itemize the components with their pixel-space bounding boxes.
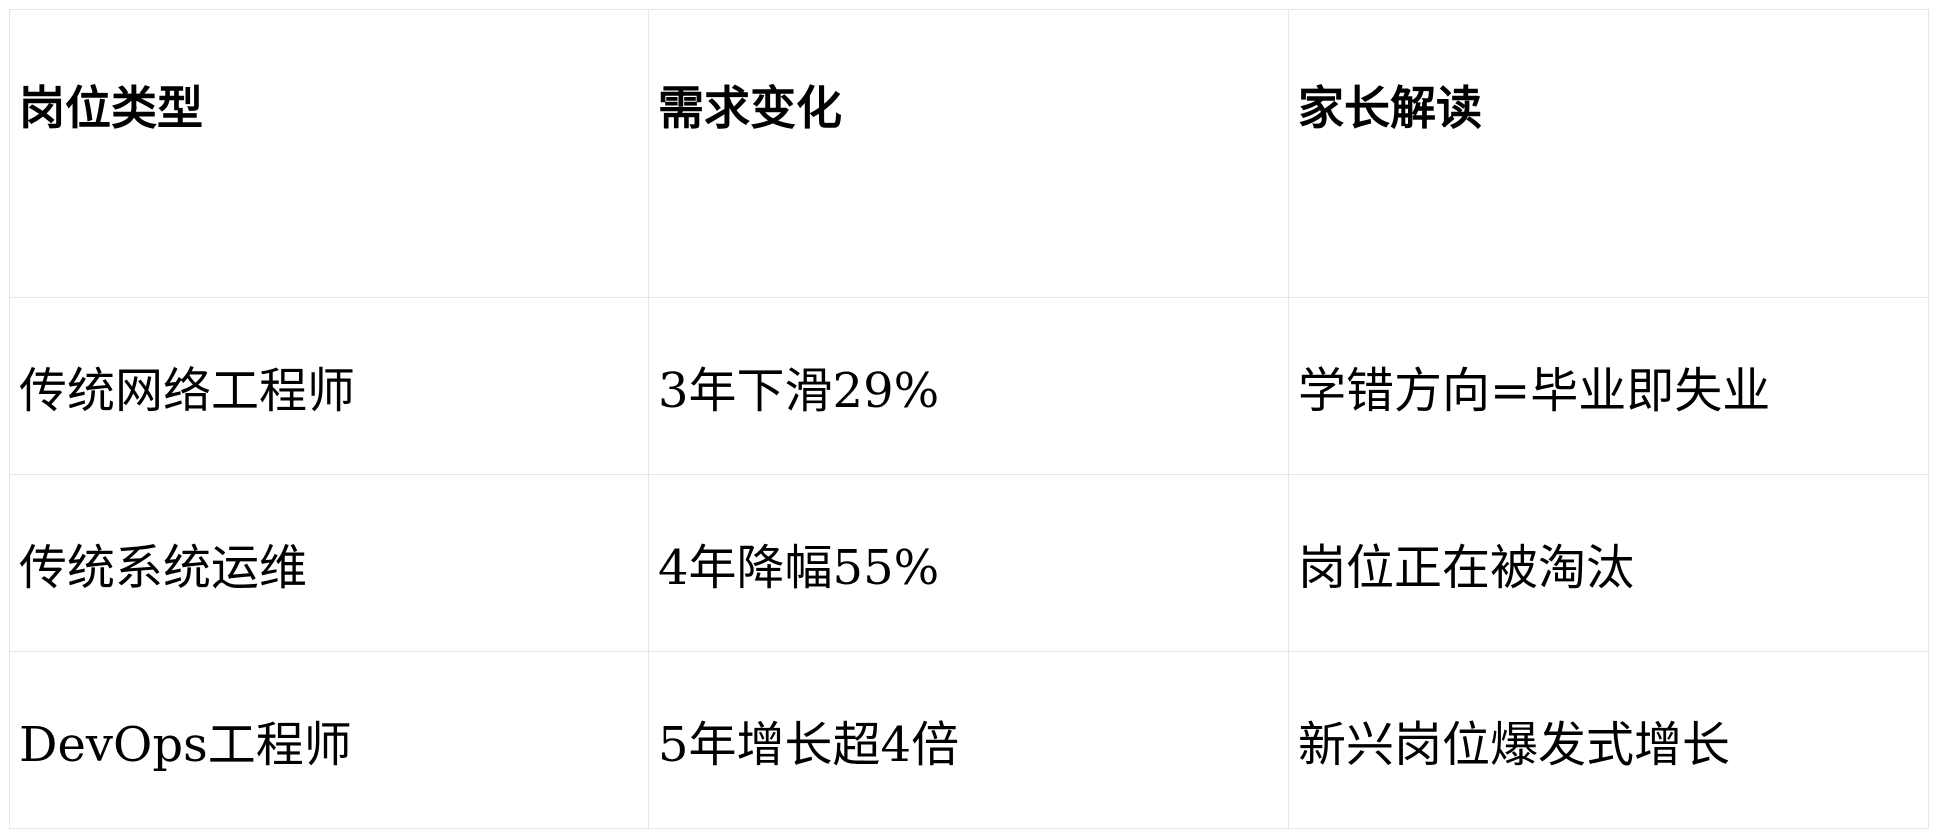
job-demand-table: 岗位类型 需求变化 家长解读 传统网络工程师 3年下滑29% 学错方向=毕业即失… <box>9 9 1929 829</box>
table-row: DevOps工程师 5年增长超4倍 新兴岗位爆发式增长 <box>9 651 1929 829</box>
header-demand-change: 需求变化 <box>648 9 1289 298</box>
cell-parent-interpretation: 新兴岗位爆发式增长 <box>1288 651 1929 829</box>
cell-job-type: DevOps工程师 <box>9 651 649 829</box>
cell-demand-change: 5年增长超4倍 <box>648 651 1289 829</box>
table-header-row: 岗位类型 需求变化 家长解读 <box>9 9 1929 298</box>
cell-parent-interpretation: 岗位正在被淘汰 <box>1288 474 1929 652</box>
table-row: 传统网络工程师 3年下滑29% 学错方向=毕业即失业 <box>9 297 1929 475</box>
cell-demand-change: 4年降幅55% <box>648 474 1289 652</box>
cell-job-type: 传统网络工程师 <box>9 297 649 475</box>
header-job-type: 岗位类型 <box>9 9 649 298</box>
cell-job-type: 传统系统运维 <box>9 474 649 652</box>
header-parent-interpretation: 家长解读 <box>1288 9 1929 298</box>
cell-demand-change: 3年下滑29% <box>648 297 1289 475</box>
table-row: 传统系统运维 4年降幅55% 岗位正在被淘汰 <box>9 474 1929 652</box>
cell-parent-interpretation: 学错方向=毕业即失业 <box>1288 297 1929 475</box>
